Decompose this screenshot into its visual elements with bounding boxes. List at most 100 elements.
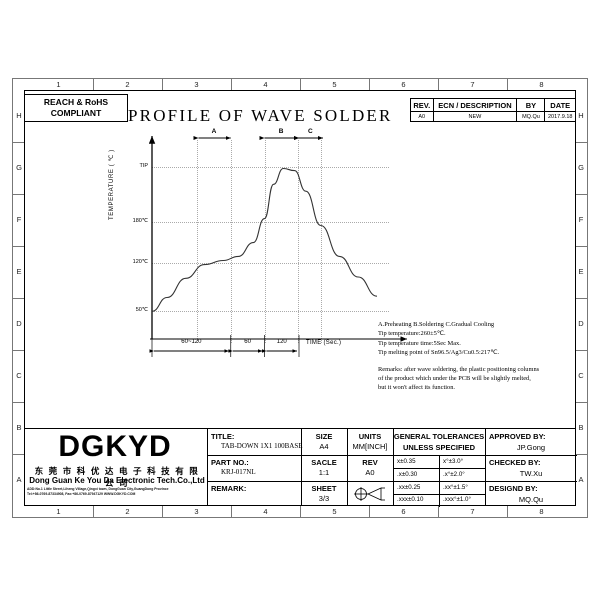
tb-hline-2	[207, 481, 577, 482]
border-column-bottom-1: 1	[56, 507, 61, 516]
tb-hline-3	[393, 468, 485, 469]
border-tick-top-1	[93, 78, 94, 90]
tolerance-angular-3: .xxx°±1.0°	[443, 496, 471, 503]
sheet-label: SHEET	[311, 484, 337, 493]
border-column-6: 6	[401, 80, 406, 89]
border-row-C: C	[16, 371, 22, 380]
border-tick-left-2	[12, 194, 24, 195]
border-row-H: H	[16, 111, 22, 120]
border-tick-top-6	[438, 78, 439, 90]
remark-label: REMARK:	[211, 484, 247, 493]
tb-hline-4	[393, 494, 485, 495]
note-line-0: A.Preheating B.Soldering C.Gradual Cooli…	[378, 321, 495, 328]
border-tick-left-7	[12, 454, 24, 455]
temperature-curve	[151, 167, 378, 312]
border-column-1: 1	[56, 80, 61, 89]
border-tick-top-4	[300, 78, 301, 90]
border-row-right-G: G	[578, 163, 584, 172]
note-line-2: Tip temperature time:5Sec Max.	[378, 339, 461, 347]
border-tick-left-6	[12, 402, 24, 403]
border-row-F: F	[16, 215, 22, 224]
reach-rohs-badge: REACH & RoHS COMPLIANT	[24, 94, 128, 122]
note-line-3: Tip melting point of Sn96.5/Ag3/Cu0.5:21…	[378, 349, 500, 357]
border-column-bottom-6: 6	[401, 507, 406, 516]
border-tick-right-7	[576, 454, 588, 455]
revision-col-ecn: ECN / DESCRIPTION	[432, 98, 518, 112]
x-axis-label: TIME (Sec.)	[306, 340, 342, 346]
border-tick-top-5	[369, 78, 370, 90]
approved-by-label: APPROVED BY:	[489, 432, 546, 441]
note-line-1: Tip temperature:260±5℃.	[378, 330, 446, 338]
chart-gridline-y-1	[152, 222, 389, 224]
y-tick-label-1: 180℃	[132, 218, 148, 225]
sheet-value: 3/3	[318, 494, 330, 503]
dimension-label-1: 60	[244, 339, 251, 345]
tb-divider-3	[347, 429, 348, 505]
border-column-5: 5	[332, 80, 337, 89]
dimension-label-2: 120	[276, 339, 287, 345]
checked-by-label: CHECKED BY:	[489, 458, 541, 467]
border-row-right-H: H	[578, 111, 584, 120]
chart-plot-area	[148, 136, 407, 357]
border-row-B: B	[16, 423, 22, 432]
border-tick-right-4	[576, 298, 588, 299]
company-contact-line: Tel:+86-0769-87334908, Fax:+86-0769-8794…	[27, 492, 136, 496]
chart-gridline-y-2	[152, 263, 389, 265]
border-tick-right-6	[576, 402, 588, 403]
rev-label: REV	[362, 458, 378, 467]
reach-line-2: COMPLIANT	[50, 108, 102, 118]
designd-by-value: MQ.Qu	[518, 495, 544, 504]
chart-gridline-x-1	[230, 140, 232, 343]
border-column-bottom-7: 7	[470, 507, 475, 516]
page-title: PROFILE OF WAVE SOLDER	[128, 106, 393, 125]
chart-gridline-x-2	[264, 140, 266, 343]
revision-col-date: DATE	[544, 98, 576, 112]
y-tick-label-0: TIP	[139, 163, 148, 170]
border-row-right-B: B	[578, 423, 584, 432]
remark-line-2: but it won't affect its function.	[378, 384, 455, 392]
border-column-7: 7	[470, 80, 475, 89]
zone-label-C: C	[308, 128, 313, 135]
y-tick-label-3: 50℃	[135, 307, 148, 314]
border-tick-bottom-5	[369, 506, 370, 518]
part-no-label: PART NO.:	[211, 458, 249, 467]
chart-gridline-x-0	[197, 140, 198, 343]
border-tick-top-2	[162, 78, 163, 90]
chart-gridline-x-4	[320, 140, 322, 343]
border-tick-bottom-7	[507, 506, 508, 518]
tolerance-angular-2: .xx°±1.5°	[443, 484, 468, 491]
zone-label-A: A	[211, 128, 217, 135]
company-address-line: ADD:No.1 Little Street,Liheng Village,Qi…	[27, 487, 169, 491]
tolerance-linear-1: .x±0.30	[397, 471, 418, 478]
border-column-bottom-2: 2	[125, 507, 130, 516]
border-column-3: 3	[194, 80, 199, 89]
size-value: A4	[319, 442, 329, 451]
border-tick-top-3	[231, 78, 232, 90]
table-row: A0 NEW MQ.Qu 2017.9.18	[410, 111, 576, 122]
zone-label-B: B	[278, 128, 284, 135]
border-row-right-D: D	[578, 319, 584, 328]
border-row-D: D	[16, 319, 22, 328]
revision-table: REV. ECN / DESCRIPTION BY DATE A0 NEW MQ…	[410, 98, 576, 122]
company-name-cn: 东 莞 市 科 优 达 电 子 科 技 有 限 公 司	[34, 466, 200, 488]
tolerance-linear-3: .xxx±0.10	[397, 496, 424, 503]
size-label: SIZE	[315, 432, 333, 441]
border-tick-left-1	[12, 142, 24, 143]
border-tick-bottom-2	[162, 506, 163, 518]
revision-rev-value: A0	[410, 111, 434, 122]
border-row-A: A	[16, 475, 22, 484]
tolerance-header-2: UNLESS SPECIFIED	[402, 443, 476, 452]
company-name-en: Dong Guan Ke You Da Electronic Tech.Co.,…	[29, 476, 205, 485]
chart-gridline-y-0	[152, 167, 389, 169]
border-tick-right-5	[576, 350, 588, 351]
border-tick-left-4	[12, 298, 24, 299]
dimension-label-0: 60~120	[181, 339, 202, 345]
revision-ecn-value: NEW	[432, 111, 518, 122]
units-label: UNITS	[358, 432, 382, 441]
designd-by-label: DESIGND BY:	[489, 484, 538, 493]
border-row-right-F: F	[578, 215, 584, 224]
y-tick-label-2: 120℃	[132, 259, 148, 266]
border-row-right-C: C	[578, 371, 584, 380]
checked-by-value: TW.Xu	[519, 469, 543, 478]
